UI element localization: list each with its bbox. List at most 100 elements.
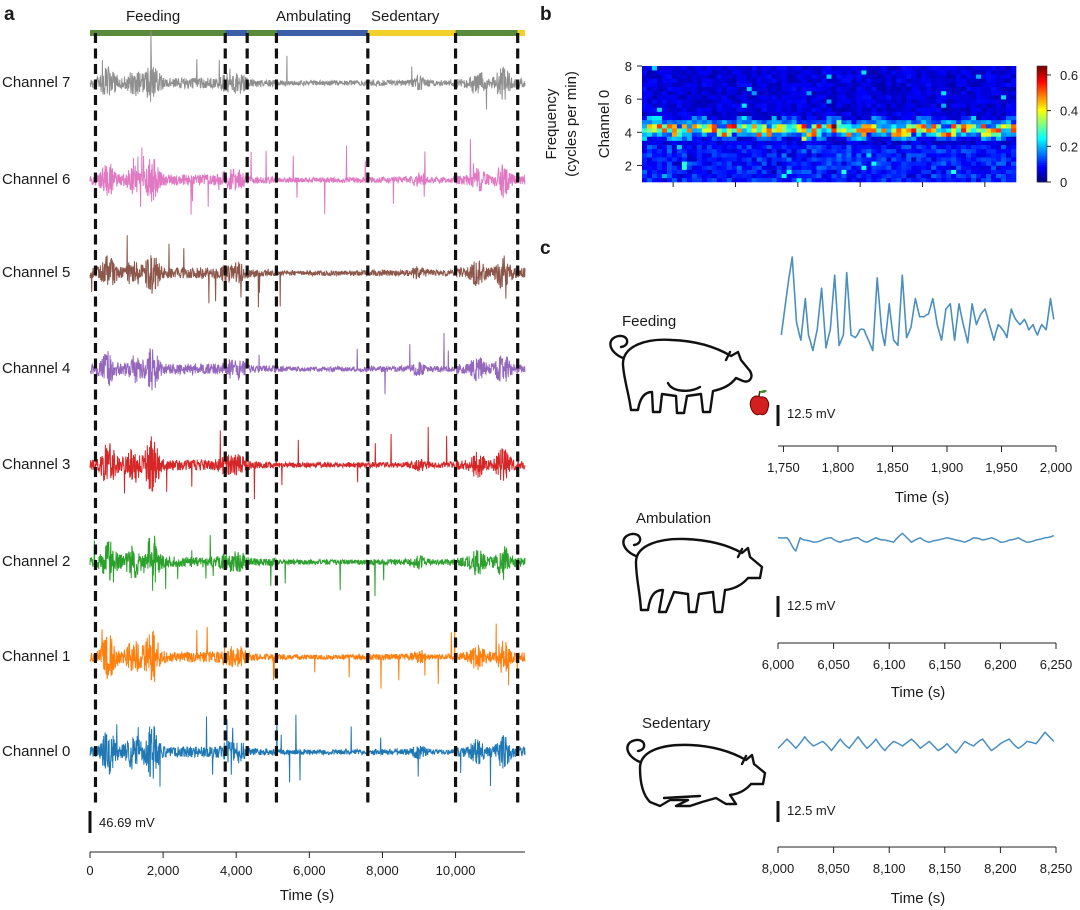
spectrogram-cell (976, 119, 982, 125)
spectrogram-cell (726, 107, 733, 112)
spectrogram-cell (646, 132, 653, 137)
spectrogram-cell (656, 99, 663, 104)
spectrogram-cell (931, 82, 937, 88)
spectrogram-cell (856, 78, 862, 83)
spectrogram-cell (791, 107, 797, 112)
spectrogram-cell (876, 161, 882, 166)
spectrogram-cell (716, 66, 723, 71)
spectrogram-cell (826, 119, 832, 125)
spectrogram-cell (951, 66, 957, 71)
spectrogram-cell (916, 128, 922, 133)
spectrogram-cell (851, 173, 857, 179)
spectrogram-cell (861, 148, 867, 154)
spectrogram-cell (721, 169, 728, 175)
spectrogram-cell (1001, 153, 1007, 158)
spectrogram-cell (911, 74, 917, 79)
spectrogram-cell (686, 115, 693, 121)
spectrogram-cell (806, 99, 812, 104)
spectrogram-cell (976, 82, 982, 88)
spectrogram-cell (801, 144, 807, 150)
spectrogram-cell (816, 144, 822, 150)
spectrogram-cell (961, 169, 967, 175)
spectrogram-cell (841, 124, 847, 129)
spectrogram-cell (906, 148, 912, 154)
spectrogram-cell (716, 82, 723, 88)
spectrogram-cell (656, 107, 663, 112)
spectrogram-cell (781, 124, 787, 129)
spectrogram-cell (896, 82, 902, 88)
x-tick-label-0-5: 2,000 (1040, 460, 1073, 475)
colorbar-step (1037, 127, 1047, 131)
spectrogram-cell (916, 66, 922, 71)
spectrogram-cell (856, 165, 862, 170)
apple-icon (749, 390, 770, 416)
channel-trace-1 (89, 623, 526, 689)
spectrogram-cell (916, 144, 922, 150)
spectrogram-cell (906, 107, 912, 112)
spectrogram-cell (956, 115, 962, 121)
x-tick-label-0-0: 1,750 (767, 460, 800, 475)
spectrogram-cell (926, 90, 932, 96)
spectrogram-cell (731, 136, 738, 141)
spectrogram-cell (676, 115, 683, 121)
spectrogram-cell (806, 111, 812, 117)
spectrogram-cell (686, 86, 693, 92)
spectrogram-cell (791, 144, 797, 150)
spectrogram-cell (716, 148, 723, 154)
spectrogram-cell (856, 161, 862, 166)
spectrogram-cell (866, 86, 872, 92)
spectrogram-cell (661, 157, 668, 162)
spectrogram-cell (796, 128, 802, 133)
spectrogram-cell (901, 161, 907, 166)
spectrogram-cell (871, 136, 877, 141)
spectrogram-cell (811, 144, 817, 150)
spectrogram-cell (766, 90, 772, 96)
spectrogram-cell (996, 128, 1002, 133)
spectrogram-cell (781, 111, 787, 117)
spectrogram-cell (791, 173, 797, 179)
spectrogram-cell (846, 70, 852, 75)
spectrogram-cell (851, 157, 857, 162)
spectrogram-cell (921, 70, 927, 75)
colorbar-step (1037, 166, 1047, 169)
spectrogram-cell (971, 119, 977, 125)
spectrogram-cell (861, 169, 867, 175)
spectrogram-cell (816, 157, 822, 162)
spectrogram-cell (706, 169, 713, 175)
spectrogram-cell (801, 74, 807, 79)
spectrogram-cell (926, 165, 932, 170)
spectrogram-cell (871, 78, 877, 83)
spectrogram-cell (761, 173, 767, 179)
spectrogram-cell (646, 115, 653, 121)
spectrogram-cell (836, 78, 842, 83)
spectrogram-cell (981, 169, 987, 175)
spectrogram-cell (801, 153, 807, 158)
spectrogram-cell (776, 95, 782, 100)
spectrogram-cell (701, 161, 708, 166)
spectrogram-cell (661, 132, 668, 137)
spectrogram-cell (711, 95, 718, 100)
x-axis-title-sedentary: Time (s) (891, 890, 945, 907)
spectrogram-cell (796, 90, 802, 96)
spectrogram-cell (671, 115, 678, 121)
spectrogram-cell (746, 70, 753, 75)
spectrogram-cell (736, 132, 743, 137)
spectrogram-cell (671, 157, 678, 162)
spectrogram-cell (971, 177, 977, 183)
spectrogram-cell (656, 165, 663, 170)
spectrogram-cell (951, 177, 957, 183)
spectrogram-cell (911, 115, 917, 121)
spectrogram-cell (646, 161, 653, 166)
spectrogram-cell (642, 140, 648, 146)
spectrogram-cell (961, 74, 967, 79)
spectrogram-cell (891, 161, 897, 166)
pig-sedentary-icon (626, 738, 767, 808)
spectrogram-cell (1011, 70, 1017, 75)
spectrogram-cell (996, 157, 1002, 162)
spectrogram-cell (751, 157, 757, 162)
spectrogram-cell (881, 169, 887, 175)
spectrogram-cell (881, 111, 887, 117)
spectrogram-cell (921, 95, 927, 100)
spectrogram-cell (741, 169, 748, 175)
spectrogram-cell (926, 70, 932, 75)
